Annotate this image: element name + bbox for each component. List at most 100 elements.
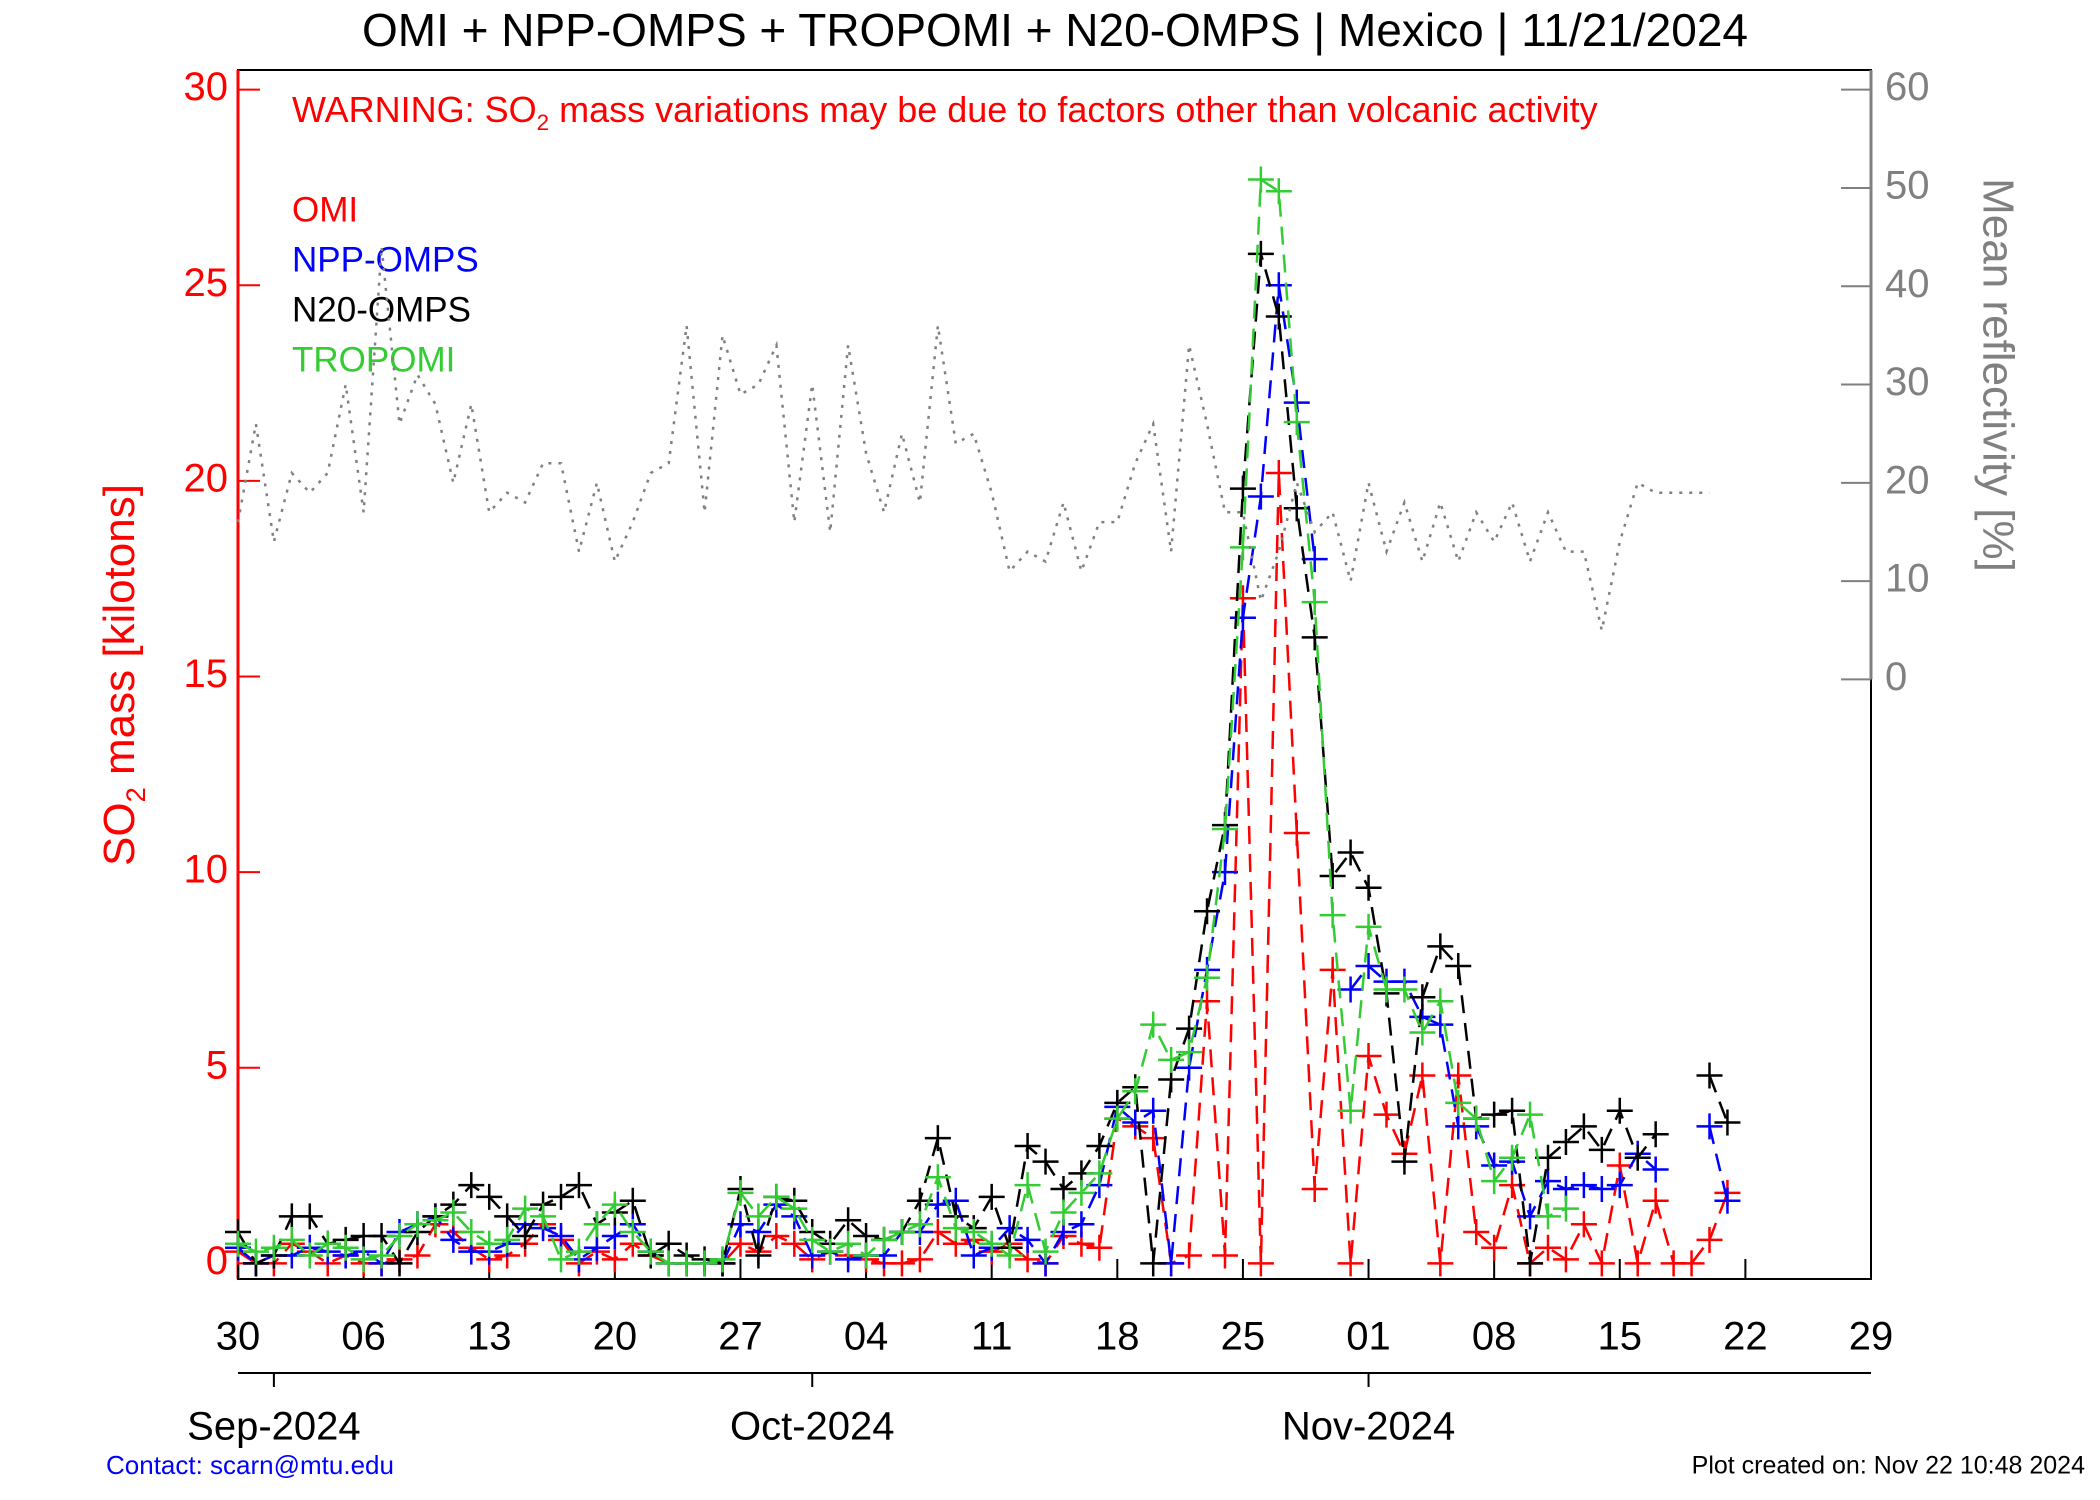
data-point bbox=[1517, 1101, 1544, 1128]
data-point bbox=[1086, 1132, 1113, 1159]
data-point bbox=[1391, 1148, 1418, 1175]
data-point bbox=[1642, 1156, 1669, 1183]
data-point bbox=[763, 1222, 790, 1249]
data-point bbox=[386, 1250, 413, 1277]
data-point bbox=[1014, 1132, 1041, 1159]
data-point bbox=[745, 1242, 772, 1269]
data-point bbox=[781, 1230, 808, 1257]
data-point bbox=[1588, 1250, 1615, 1277]
data-point bbox=[548, 1183, 575, 1210]
data-point bbox=[1481, 1168, 1508, 1195]
data-point bbox=[1391, 976, 1418, 1003]
y2-tick-label: 30 bbox=[1885, 360, 1930, 404]
data-point bbox=[1319, 863, 1346, 889]
data-point bbox=[1427, 1250, 1454, 1277]
data-point bbox=[1194, 988, 1221, 1015]
x-tick-label: 06 bbox=[341, 1315, 386, 1359]
x-tick-label: 20 bbox=[593, 1315, 638, 1359]
data-point bbox=[1570, 1211, 1597, 1238]
data-point bbox=[458, 1219, 485, 1246]
y-tick-label: 5 bbox=[206, 1043, 228, 1087]
warning-part: mass variations may be due to factors ot… bbox=[549, 89, 1597, 130]
data-point bbox=[1337, 839, 1364, 866]
y-tick-label: 15 bbox=[184, 652, 229, 696]
data-point bbox=[978, 1230, 1005, 1257]
data-point bbox=[1158, 1046, 1185, 1073]
data-point bbox=[1481, 1101, 1508, 1128]
data-point bbox=[1337, 1250, 1364, 1277]
y2-tick-label: 60 bbox=[1885, 65, 1930, 109]
data-point bbox=[1409, 1019, 1436, 1046]
data-point bbox=[548, 1246, 575, 1273]
x-tick-label: 27 bbox=[718, 1315, 763, 1359]
data-point bbox=[601, 1246, 628, 1273]
data-point bbox=[1211, 1242, 1238, 1269]
data-point bbox=[1247, 1250, 1274, 1277]
chart-title: OMI + NPP-OMPS + TROPOMI + N20-OMPS | Me… bbox=[362, 4, 1748, 56]
data-point bbox=[440, 1226, 467, 1253]
data-point bbox=[871, 1226, 898, 1253]
data-point bbox=[888, 1219, 915, 1246]
data-point bbox=[440, 1199, 467, 1226]
warning-part: WARNING: SO bbox=[292, 89, 537, 130]
data-point bbox=[1624, 1144, 1651, 1171]
data-point bbox=[1194, 964, 1221, 991]
data-point bbox=[1301, 624, 1328, 651]
data-point bbox=[1534, 1144, 1561, 1171]
x-tick-label: 08 bbox=[1472, 1315, 1517, 1359]
data-point bbox=[1499, 1097, 1526, 1124]
data-point bbox=[619, 1187, 646, 1214]
y-tick-label: 0 bbox=[206, 1239, 228, 1283]
data-point bbox=[1068, 1211, 1095, 1238]
data-point bbox=[978, 1183, 1005, 1210]
y-tick-label: 30 bbox=[184, 65, 229, 109]
data-point bbox=[1696, 1226, 1723, 1253]
warning: WARNING: SO2 mass variations may be due … bbox=[292, 89, 1598, 136]
series-line bbox=[237, 285, 1729, 1266]
data-point bbox=[1570, 1172, 1597, 1199]
data-point bbox=[1499, 1144, 1526, 1171]
data-point bbox=[1445, 952, 1472, 979]
data-point bbox=[1678, 1250, 1705, 1277]
x-tick-label: 22 bbox=[1723, 1315, 1768, 1359]
x-tick-label: 18 bbox=[1095, 1315, 1140, 1359]
data-point bbox=[1463, 1219, 1490, 1246]
data-point bbox=[1409, 984, 1436, 1011]
data-point bbox=[835, 1207, 862, 1234]
data-point bbox=[888, 1250, 915, 1277]
y-axis-label: SO2 mass [kilotons] bbox=[95, 484, 151, 866]
data-point bbox=[296, 1203, 323, 1230]
data-point bbox=[1247, 166, 1274, 193]
data-point bbox=[853, 1242, 880, 1269]
data-point bbox=[781, 1195, 808, 1222]
data-point bbox=[817, 1238, 844, 1265]
y-tick-label: 25 bbox=[184, 261, 229, 305]
data-point bbox=[1337, 1097, 1364, 1124]
data-point bbox=[1319, 902, 1346, 929]
y-tick-label: 10 bbox=[184, 848, 229, 892]
data-point bbox=[260, 1234, 287, 1261]
y-tick-label: 20 bbox=[184, 456, 229, 500]
data-point bbox=[1355, 913, 1382, 940]
data-point bbox=[278, 1226, 305, 1253]
data-point bbox=[530, 1203, 557, 1230]
data-point bbox=[548, 1222, 575, 1249]
month-label: Oct-2024 bbox=[730, 1405, 895, 1449]
data-point bbox=[1696, 1113, 1723, 1140]
data-point bbox=[476, 1183, 503, 1210]
data-point bbox=[1552, 1129, 1579, 1156]
y2-tick-label: 20 bbox=[1885, 458, 1930, 502]
legend-entry: OMI bbox=[292, 190, 358, 229]
data-point bbox=[601, 1191, 628, 1218]
y2-tick-label: 10 bbox=[1885, 557, 1930, 601]
x-tick-label: 30 bbox=[216, 1315, 261, 1359]
data-point bbox=[1176, 1242, 1203, 1269]
series-line bbox=[237, 472, 1729, 1268]
data-point bbox=[1176, 1015, 1203, 1042]
data-point bbox=[1427, 933, 1454, 960]
data-point bbox=[1265, 178, 1292, 205]
data-point bbox=[314, 1230, 341, 1257]
y2-tick-label: 50 bbox=[1885, 164, 1930, 208]
y-axis-label-part: SO bbox=[95, 802, 144, 866]
data-point bbox=[1211, 816, 1238, 843]
